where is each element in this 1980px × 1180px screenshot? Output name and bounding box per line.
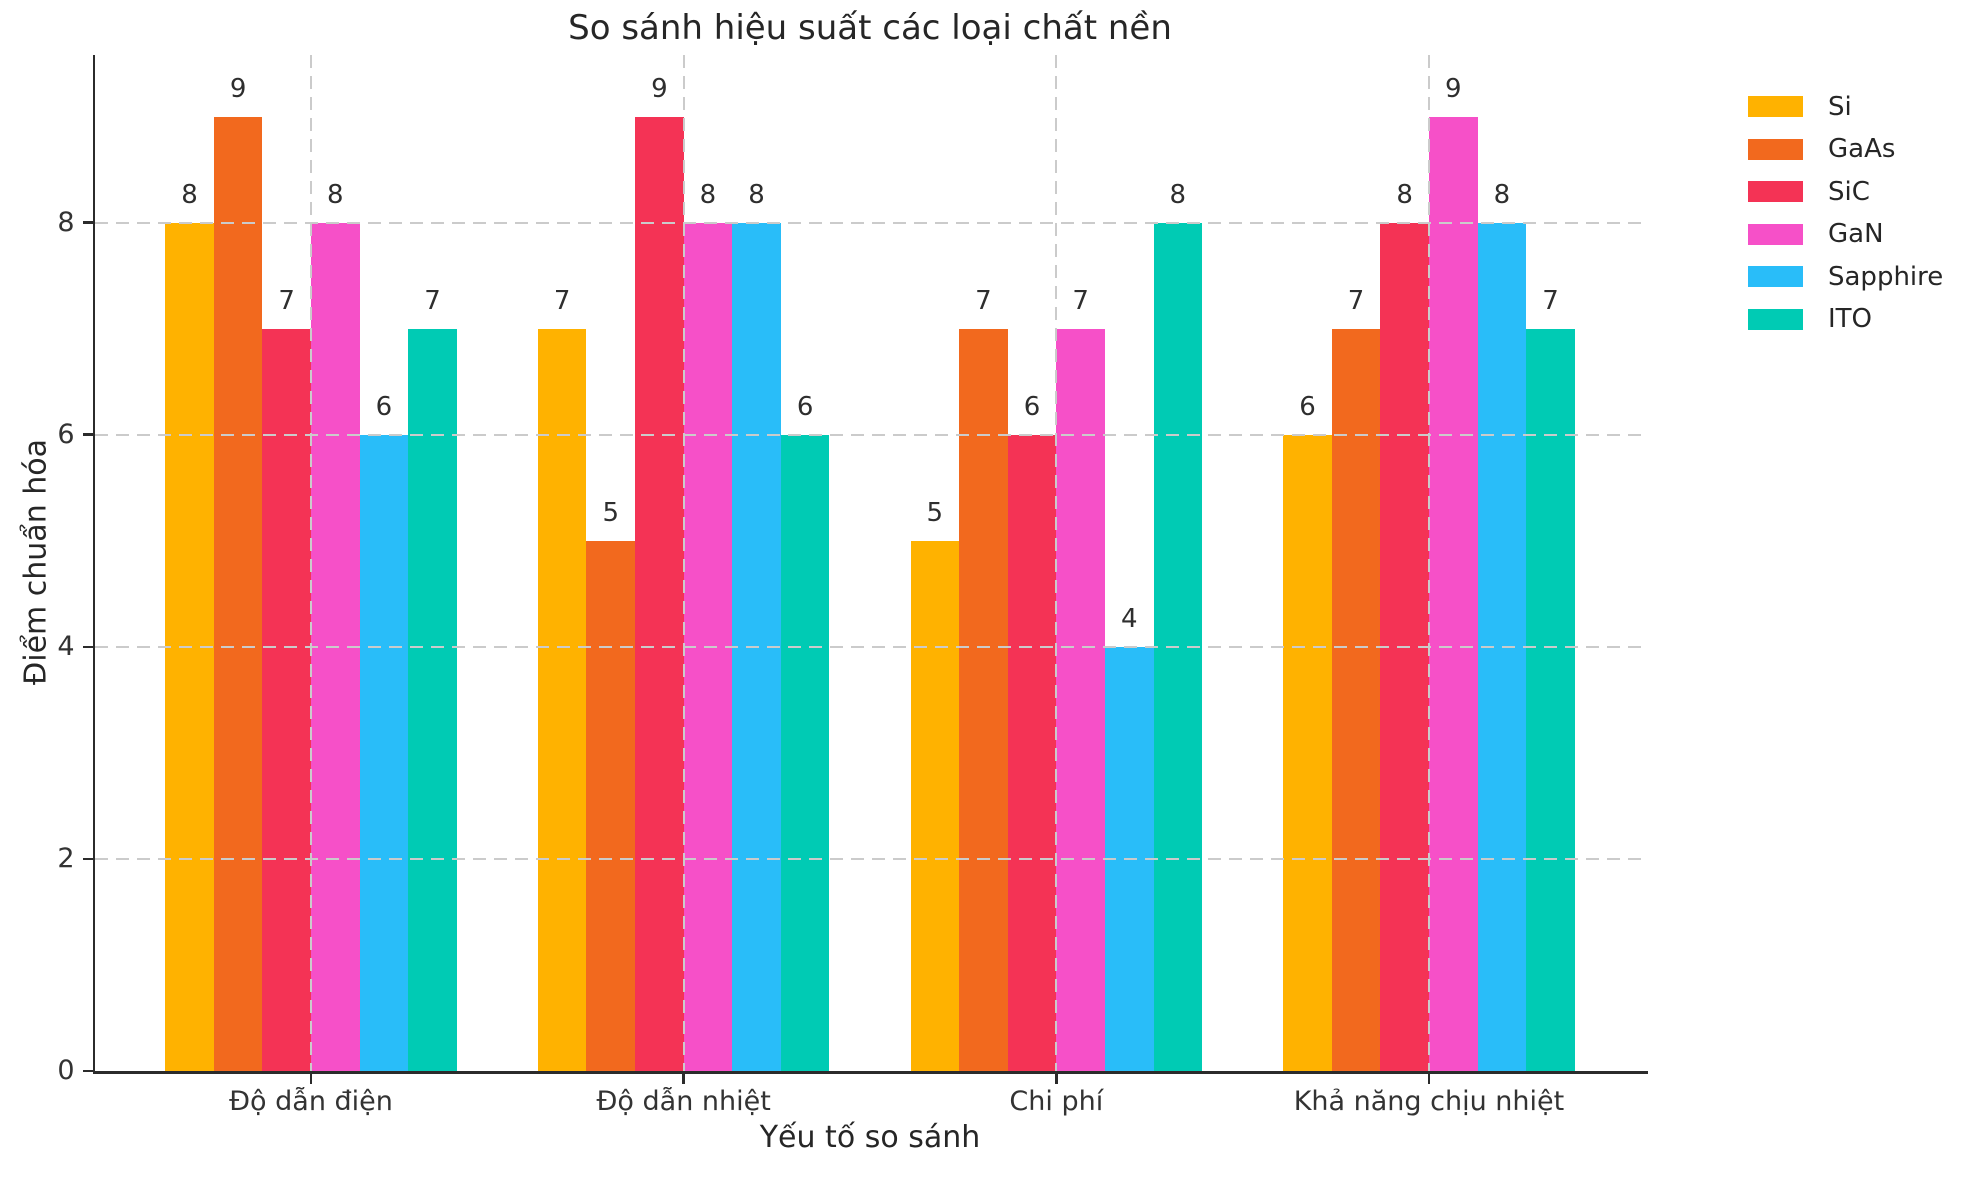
- x-tick-label: Khả năng chịu nhiệt: [1293, 1086, 1565, 1117]
- bar-value-label: 6: [796, 391, 814, 422]
- legend-label: Si: [1828, 91, 1852, 122]
- bar-Si-2: [910, 540, 960, 1071]
- legend-label: ITO: [1828, 304, 1873, 334]
- gridline-vertical: [1427, 55, 1430, 1071]
- bar-GaAs-1: [586, 540, 636, 1071]
- y-tick-mark: [82, 221, 93, 224]
- gridline-vertical: [1055, 55, 1058, 1071]
- bar-GaN-2: [1056, 328, 1105, 1071]
- bar-value-label: 8: [1396, 179, 1413, 210]
- y-tick-label: 2: [57, 842, 75, 874]
- bar-value-label: 5: [926, 497, 944, 528]
- legend-swatch-SiC: [1748, 181, 1803, 202]
- bar-value-label: 7: [1347, 285, 1365, 316]
- legend-item-SiC: SiC: [1748, 170, 1870, 213]
- y-tick-label: 8: [57, 206, 75, 238]
- legend-swatch-GaAs: [1748, 138, 1803, 160]
- bar-GaAs-2: [959, 328, 1008, 1071]
- bar-value-label: 7: [1542, 285, 1559, 316]
- y-tick-mark: [82, 857, 93, 861]
- bar-value-label: 8: [1493, 179, 1511, 210]
- bar-value-label: 5: [602, 497, 620, 528]
- bar-value-label: 7: [424, 285, 441, 316]
- y-tick-label: 6: [57, 418, 75, 450]
- y-tick-mark: [82, 645, 93, 649]
- x-axis-spine: [92, 1071, 1648, 1074]
- y-tick-mark: [82, 1069, 93, 1073]
- legend-label: GaAs: [1828, 134, 1896, 164]
- bar-value-label: 7: [975, 285, 992, 316]
- bar-value-label: 6: [375, 391, 393, 422]
- bar-GaN-3: [1428, 116, 1478, 1071]
- gridline-horizontal: [95, 645, 1645, 648]
- bar-SiC-2: [1007, 434, 1057, 1071]
- legend-swatch-ITO: [1748, 308, 1803, 330]
- x-tick-mark: [309, 1073, 313, 1084]
- legend-item-Sapphire: Sapphire: [1748, 255, 1943, 298]
- bar-value-label: 8: [748, 179, 765, 210]
- bar-value-label: 7: [1072, 285, 1089, 316]
- chart-title: So sánh hiệu suất các loại chất nền: [568, 8, 1172, 48]
- gridline-vertical: [682, 55, 685, 1071]
- bar-SiC-1: [635, 116, 684, 1071]
- legend-item-ITO: ITO: [1748, 298, 1872, 341]
- legend-label: Sapphire: [1828, 261, 1944, 292]
- x-tick-mark: [1427, 1073, 1431, 1084]
- bar-value-label: 9: [229, 73, 247, 104]
- gridline-vertical: [310, 55, 312, 1071]
- bar-GaAs-3: [1331, 328, 1381, 1071]
- x-tick-label: Độ dẫn nhiệt: [596, 1086, 771, 1117]
- x-tick-mark: [682, 1073, 685, 1084]
- bar-value-label: 4: [1120, 603, 1138, 634]
- bar-value-label: 7: [553, 285, 571, 316]
- bar-value-label: 8: [699, 179, 717, 210]
- bar-value-label: 7: [278, 285, 295, 316]
- bar-value-label: 9: [1444, 73, 1462, 104]
- bar-value-label: 6: [1023, 391, 1041, 422]
- legend-label: GaN: [1828, 219, 1884, 249]
- bar-SiC-0: [262, 328, 311, 1071]
- x-axis-label: Yếu tố so sánh: [759, 1120, 981, 1155]
- legend-label: SiC: [1828, 176, 1870, 207]
- legend-swatch-GaN: [1748, 223, 1803, 245]
- bar-value-label: 6: [1299, 391, 1316, 422]
- bar-Sapphire-0: [359, 434, 409, 1071]
- gridline-horizontal: [95, 221, 1645, 224]
- bar-Si-1: [537, 328, 587, 1071]
- x-tick-mark: [1055, 1073, 1058, 1084]
- bar-value-label: 9: [651, 73, 668, 104]
- legend-swatch-Si: [1748, 96, 1803, 117]
- y-axis-spine: [92, 55, 95, 1074]
- bar-Si-3: [1283, 434, 1332, 1071]
- x-tick-label: Độ dẫn điện: [229, 1086, 393, 1117]
- gridline-horizontal: [95, 857, 1645, 860]
- legend-item-Si: Si: [1748, 85, 1852, 128]
- y-tick-mark: [82, 433, 93, 436]
- legend-item-GaN: GaN: [1748, 213, 1884, 256]
- bar-ITO-3: [1526, 328, 1575, 1071]
- y-tick-label: 4: [57, 630, 75, 662]
- bar-GaAs-0: [213, 116, 263, 1071]
- x-tick-label: Chi phí: [1009, 1086, 1104, 1117]
- bar-value-label: 8: [1169, 179, 1187, 210]
- bar-ITO-1: [780, 434, 830, 1071]
- bar-value-label: 8: [327, 179, 344, 210]
- legend-swatch-Sapphire: [1748, 266, 1803, 287]
- bar-value-label: 8: [181, 179, 198, 210]
- legend-item-GaAs: GaAs: [1748, 128, 1895, 171]
- bar-ITO-0: [408, 328, 457, 1071]
- gridline-horizontal: [95, 433, 1645, 436]
- y-tick-label: 0: [57, 1055, 75, 1086]
